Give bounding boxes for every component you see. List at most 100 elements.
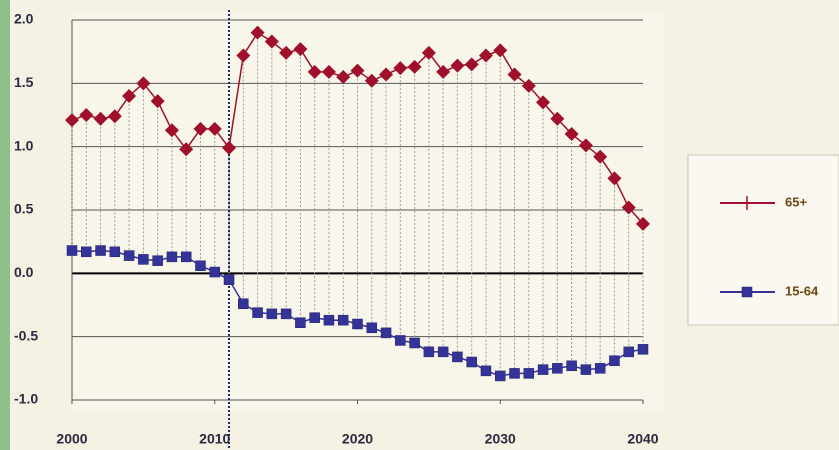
point [222,140,237,155]
point [109,246,121,258]
point [209,266,220,278]
point [321,64,336,79]
point [509,368,520,379]
point [478,48,493,63]
point [266,308,278,320]
point [507,67,522,82]
point [537,364,549,375]
point [423,346,435,358]
point [136,76,151,91]
point [280,308,292,320]
point [95,245,106,256]
point [637,344,649,355]
point [636,216,650,231]
point [564,127,579,141]
point [195,260,206,271]
point [81,246,92,258]
point [223,274,235,285]
point [79,108,94,122]
point [293,42,308,57]
point [193,121,208,136]
point [307,64,322,79]
point [252,307,263,318]
point [250,25,265,40]
x-tick-label: 2030 [485,431,516,447]
point [607,171,622,186]
point [138,254,149,265]
point [437,346,449,358]
point [536,95,551,110]
point [464,57,479,72]
point [421,45,436,60]
point [550,111,565,126]
x-tick-label: 2040 [627,431,658,447]
side-strip [0,0,10,450]
point [552,363,563,374]
point [379,67,394,82]
point [450,58,465,73]
point [180,251,192,263]
y-tick-label: 0.5 [14,201,34,217]
point [66,245,78,256]
point [337,314,349,326]
point [366,322,378,334]
legend [687,154,839,326]
y-tick-label: -0.5 [14,327,38,343]
point [323,314,335,326]
y-tick-label: 1.5 [14,74,34,90]
point [123,250,135,261]
point [566,360,577,372]
point [309,312,320,323]
point [107,109,122,124]
point [152,255,163,266]
point [279,45,294,60]
point [493,43,508,58]
point [93,111,108,126]
point [480,365,492,377]
point [264,34,279,49]
point [623,346,634,358]
point [150,94,165,109]
x-tick-label: 2000 [56,431,87,447]
point [164,123,179,138]
point [409,337,420,349]
x-tick-label: 2020 [342,431,373,447]
legend-label: 15-64 [785,283,819,298]
point [207,121,222,136]
x-tick-label: 2010 [199,431,230,447]
point [523,368,535,379]
point [380,327,392,339]
point [364,73,379,88]
y-tick-label: 2.0 [14,11,34,27]
y-tick-label: -1.0 [14,391,38,407]
point [393,61,408,76]
point [336,70,351,84]
point [436,64,451,79]
point [122,89,137,103]
point [594,363,606,374]
point [166,251,178,263]
point [395,335,406,346]
point [407,59,422,74]
y-tick-label: 1.0 [14,137,34,153]
y-tick-label: 0.0 [14,264,34,280]
legend-label: 65+ [785,194,807,209]
point [578,138,593,153]
point [350,63,365,78]
point [495,370,506,382]
point [238,298,249,309]
point [609,355,620,366]
point [593,149,608,164]
point [65,113,79,128]
plot-area [72,14,664,412]
point [580,364,592,375]
point [452,351,463,363]
legend-marker [741,286,753,298]
point [352,318,363,330]
point [521,78,536,93]
point [295,317,306,328]
point [621,200,636,215]
point [179,142,194,157]
point [466,356,477,368]
